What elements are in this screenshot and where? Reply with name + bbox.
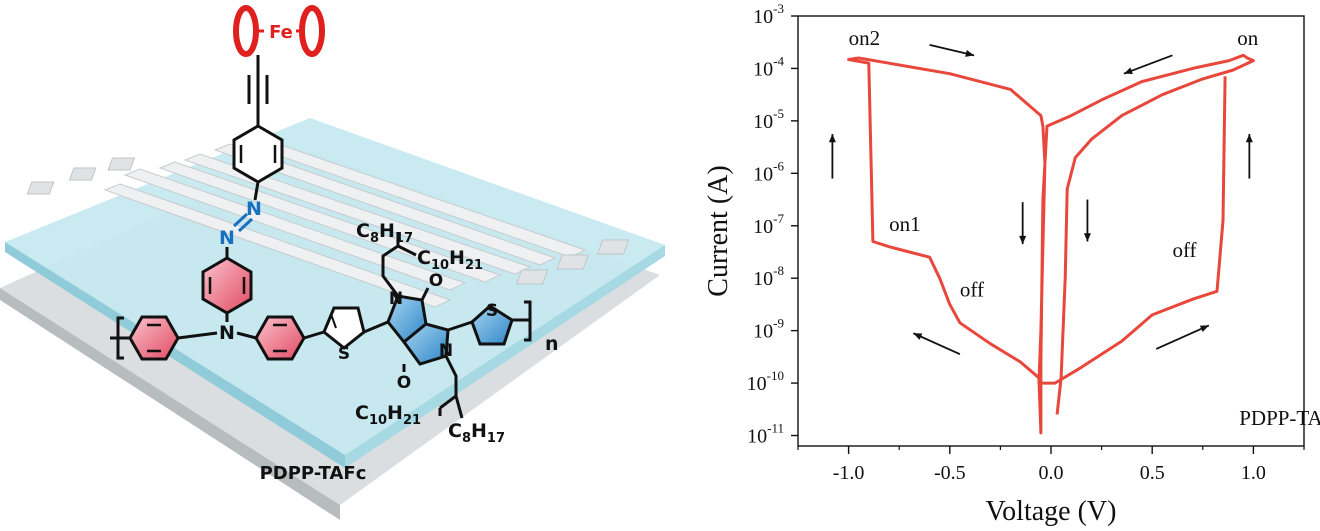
- dpp-nitrogen-lower: N: [439, 341, 453, 361]
- x-tick-label: 0.0: [1039, 462, 1064, 484]
- ferrocene-icon: Fe: [233, 5, 325, 57]
- sweep-arrow-icon: [828, 133, 836, 179]
- chart-annotations: on2 on on1 off off PDPP-TAFc: [849, 26, 1320, 430]
- x-tick-label: 1.0: [1241, 462, 1266, 484]
- x-tick-label: -0.5: [934, 462, 966, 484]
- thiophene-left: S: [322, 306, 389, 364]
- carbonyl-oxygen-lower: O: [397, 373, 411, 393]
- benzene-ring-left: [110, 315, 218, 361]
- sweep-arrow-icon: [1083, 199, 1091, 242]
- amine-nitrogen: N: [219, 322, 235, 344]
- y-tick-label: 10-4: [753, 53, 784, 80]
- benzene-ring-top: [232, 124, 284, 184]
- sweep-arrow-icon: [1155, 324, 1210, 350]
- sweep-arrow-icon: [1123, 54, 1173, 75]
- bracket-right: [524, 300, 532, 342]
- azo-nitrogen-lower: N: [219, 227, 235, 249]
- iron-atom: Fe: [269, 22, 293, 43]
- alkyl-chain-lower: C10H21 C8H17: [355, 355, 505, 446]
- x-axis-label: Voltage (V): [986, 496, 1117, 527]
- dpp-core: N N O O: [386, 271, 473, 393]
- y-axis-ticks: 10-3 10-4 10-5 10-6 10-7 10-8 10-9 10-10 10-11: [747, 1, 798, 448]
- sulfur-left: S: [338, 344, 350, 364]
- x-tick-label: 0.5: [1140, 462, 1165, 484]
- alkyne-linker: [247, 55, 269, 126]
- repeat-unit-n: n: [545, 333, 559, 355]
- chart-annotation: on: [1237, 26, 1259, 50]
- thiophene-right: S: [470, 301, 530, 346]
- molecule-label: PDPP-TAFc: [260, 463, 367, 484]
- carbonyl-oxygen-upper: O: [429, 271, 443, 291]
- c10h21-upper: C10H21: [417, 247, 483, 273]
- dpp-nitrogen-upper: N: [389, 289, 403, 309]
- active-layer-edge: [5, 242, 345, 468]
- y-axis-label: Current (A): [703, 165, 734, 296]
- azo-group: N N: [219, 181, 262, 258]
- sweep-arrow-icon: [1019, 202, 1027, 245]
- c8h17-lower: C8H17: [448, 420, 505, 446]
- iv-chart: -1.0 -0.5 0.0 0.5 1.0 10-310-410-510-610-710…: [703, 1, 1320, 527]
- chart-annotation: off: [1172, 238, 1196, 262]
- alkyl-chain-upper: C8H17 C10H21: [356, 220, 483, 297]
- benzene-ring-middle: [201, 256, 253, 322]
- sweep-arrow-icon: [929, 43, 975, 57]
- top-electrodes: [103, 135, 587, 308]
- sulfur-right: S: [486, 301, 498, 321]
- y-tick-label: 10-10: [747, 368, 784, 395]
- y-tick-label: 10-7: [753, 211, 784, 238]
- y-tick-label: 10-5: [753, 106, 784, 133]
- y-tick-label: 10-11: [747, 421, 784, 448]
- molecule: Fe N N N: [110, 5, 559, 446]
- electrode-pads: [26, 157, 630, 285]
- sweep-arrow-icon: [912, 332, 961, 356]
- chart-annotation: PDPP-TAFc: [1239, 406, 1320, 430]
- active-layer-side: [345, 245, 665, 468]
- y-tick-label: 10-9: [753, 316, 784, 343]
- y-tick-label: 10-8: [753, 263, 784, 290]
- azo-nitrogen-upper: N: [246, 198, 262, 220]
- c10h21-lower: C10H21: [355, 402, 421, 428]
- chart-annotation: off: [960, 278, 984, 302]
- iv-curve-line: [847, 53, 1255, 435]
- sweep-direction-arrows: [828, 43, 1253, 356]
- device-illustration: [0, 118, 665, 520]
- y-tick-label: 10-6: [753, 158, 784, 185]
- lower-layer-edge: [0, 288, 340, 520]
- chart-annotation: on1: [889, 212, 921, 236]
- c8h17-upper: C8H17: [356, 220, 413, 246]
- x-axis-ticks: -1.0 -0.5 0.0 0.5 1.0: [797, 446, 1305, 484]
- bracket-left: [116, 316, 124, 360]
- sweep-arrow-icon: [1245, 133, 1253, 179]
- x-tick-label: -1.0: [833, 462, 865, 484]
- chart-annotation: on2: [849, 26, 881, 50]
- y-tick-label: 10-3: [753, 1, 784, 28]
- benzene-ring-right: [236, 315, 325, 361]
